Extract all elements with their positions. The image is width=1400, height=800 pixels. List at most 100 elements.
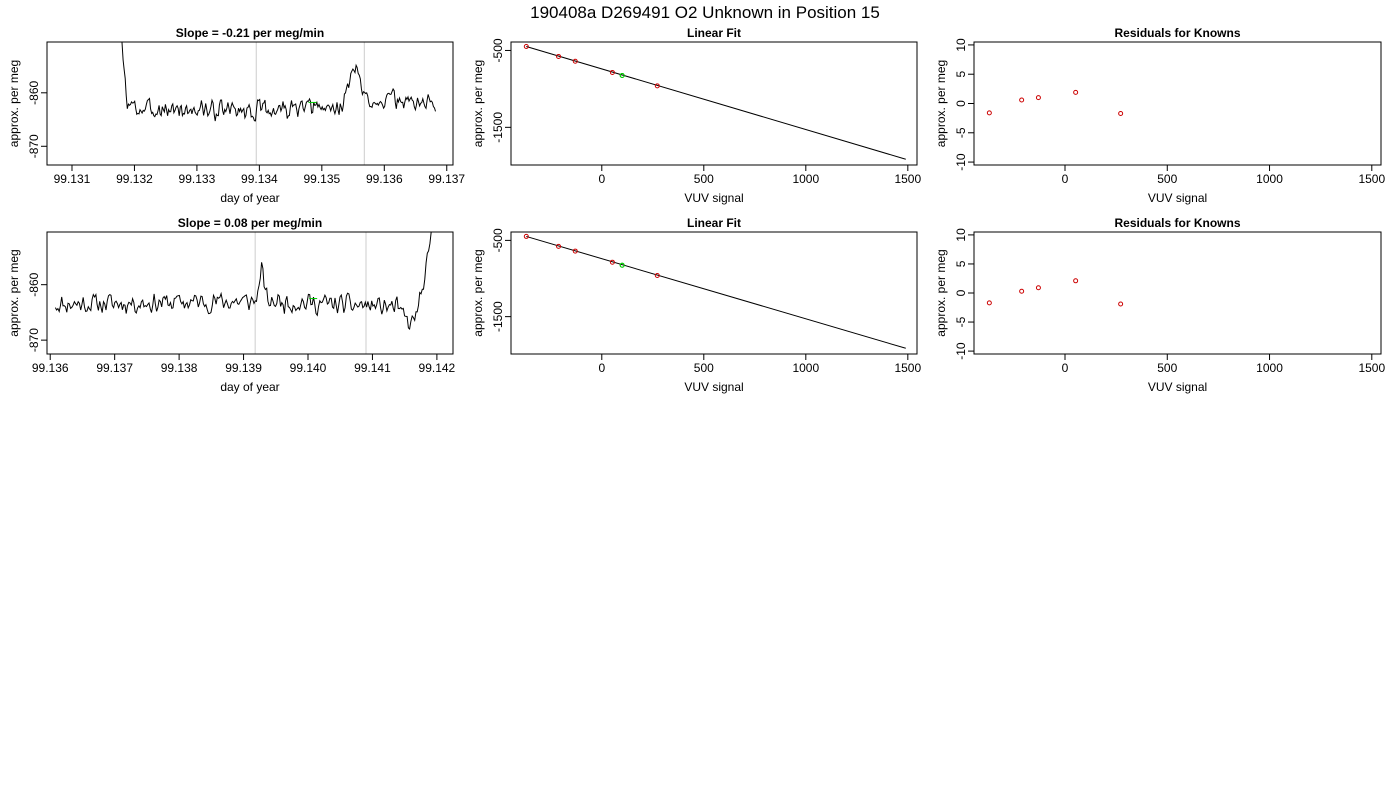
- y-axis-label: approx. per meg: [471, 249, 485, 336]
- chart-title: Residuals for Knowns: [1114, 216, 1240, 230]
- y-axis-label: approx. per meg: [934, 249, 948, 336]
- residual-point: [1035, 285, 1041, 291]
- x-axis-label: day of year: [220, 380, 279, 394]
- residual-point: [1073, 278, 1079, 284]
- x-tick-label: 1000: [792, 361, 819, 375]
- plot-frame: [510, 41, 918, 166]
- plot-area: [523, 233, 906, 349]
- plot-area: [523, 43, 906, 160]
- time-series-line: [54, 232, 432, 330]
- x-tick-label: 99.136: [32, 361, 69, 375]
- plot-frame: [46, 231, 454, 355]
- x-tick-label: 0: [598, 361, 605, 375]
- x-tick-label: 99.142: [419, 361, 456, 375]
- y-tick-label: -870: [27, 134, 41, 158]
- x-tick-label: 99.133: [179, 172, 216, 186]
- x-tick-label: 1500: [1358, 361, 1385, 375]
- chart-title: Linear Fit: [687, 216, 741, 230]
- y-tick-label: -10: [954, 342, 968, 360]
- x-tick-label: 1500: [894, 361, 921, 375]
- y-tick-label: 5: [954, 71, 968, 78]
- x-tick-label: 99.140: [290, 361, 327, 375]
- x-axis-label: day of year: [220, 191, 279, 205]
- residual-point: [986, 300, 992, 306]
- known-point: [572, 58, 578, 64]
- unknown-point: [619, 73, 625, 79]
- plot-area: [986, 89, 1124, 116]
- y-tick-label: 5: [954, 260, 968, 267]
- time-series-line: [121, 42, 436, 122]
- residual-point: [1118, 301, 1124, 307]
- plot-area: [54, 232, 432, 354]
- x-tick-label: 1000: [1256, 361, 1283, 375]
- x-tick-label: 99.141: [354, 361, 391, 375]
- residual-point: [986, 110, 992, 116]
- x-tick-label: 99.137: [428, 172, 465, 186]
- known-point: [523, 233, 529, 239]
- y-axis-label: approx. per meg: [7, 249, 21, 336]
- known-point: [523, 43, 529, 49]
- figure-title: 190408a D269491 O2 Unknown in Position 1…: [530, 3, 880, 22]
- y-tick-label: -5: [954, 316, 968, 327]
- x-axis-label: VUV signal: [1148, 380, 1207, 394]
- x-axis-label: VUV signal: [1148, 191, 1207, 205]
- x-tick-label: 500: [694, 361, 714, 375]
- residual-point: [1035, 95, 1041, 101]
- plot-frame: [973, 41, 1382, 166]
- x-tick-label: 500: [694, 172, 714, 186]
- x-tick-label: 99.131: [54, 172, 91, 186]
- x-tick-label: 99.138: [161, 361, 198, 375]
- plot-area: [121, 42, 436, 165]
- x-tick-label: 99.137: [96, 361, 133, 375]
- known-point: [556, 53, 562, 59]
- y-tick-label: 10: [954, 228, 968, 242]
- y-tick-label: 0: [954, 100, 968, 107]
- x-tick-label: 99.132: [116, 172, 153, 186]
- y-tick-label: -500: [491, 38, 505, 62]
- y-tick-label: -10: [954, 153, 968, 171]
- plot-frame: [510, 231, 918, 355]
- chart-panel-res-1: Residuals for Knowns 0 500 1000 1500 VUV sign…: [934, 26, 1385, 205]
- y-tick-label: -860: [27, 272, 41, 296]
- y-axis-label: approx. per meg: [7, 60, 21, 147]
- residual-point: [1073, 89, 1079, 95]
- chart-title: Slope = -0.21 per meg/min: [176, 26, 324, 40]
- y-tick-label: -870: [27, 328, 41, 352]
- x-tick-label: 99.135: [303, 172, 340, 186]
- chart-title: Residuals for Knowns: [1114, 26, 1240, 40]
- y-axis-label: approx. per meg: [471, 60, 485, 147]
- known-point: [654, 272, 660, 278]
- y-tick-label: 10: [954, 38, 968, 52]
- residual-point: [1019, 97, 1025, 103]
- known-point: [556, 243, 562, 249]
- chart-panel-fit-2: Linear Fit 0 500 1000 1500 VUV signal -500 -150…: [471, 216, 921, 394]
- x-tick-label: 99.134: [241, 172, 278, 186]
- x-tick-label: 0: [598, 172, 605, 186]
- x-tick-label: 1500: [1358, 172, 1385, 186]
- known-point: [572, 248, 578, 254]
- x-tick-label: 99.136: [366, 172, 403, 186]
- known-point: [609, 69, 615, 75]
- y-tick-label: -500: [491, 228, 505, 252]
- panels: Slope = -0.21 per meg/min 99.131 99.132 99.…: [7, 26, 1385, 394]
- plot-area: [986, 278, 1124, 307]
- chart-panel-res-2: Residuals for Knowns 0 500 1000 1500 VUV sign…: [934, 216, 1385, 394]
- chart-title: Linear Fit: [687, 26, 741, 40]
- y-tick-label: 0: [954, 289, 968, 296]
- residual-point: [1118, 110, 1124, 116]
- residual-point: [1019, 288, 1025, 294]
- y-tick-label: -1500: [491, 112, 505, 143]
- y-tick-label: -860: [27, 80, 41, 104]
- x-tick-label: 1000: [1256, 172, 1283, 186]
- y-tick-label: -1500: [491, 301, 505, 332]
- x-tick-label: 99.139: [225, 361, 262, 375]
- x-tick-label: 500: [1157, 361, 1177, 375]
- chart-panel-ts-1: Slope = -0.21 per meg/min 99.131 99.132 99.…: [7, 26, 465, 205]
- known-point: [654, 83, 660, 89]
- y-axis-label: approx. per meg: [934, 60, 948, 147]
- x-tick-label: 500: [1157, 172, 1177, 186]
- fit-line: [526, 45, 906, 160]
- y-tick-label: -5: [954, 127, 968, 138]
- x-tick-label: 0: [1062, 361, 1069, 375]
